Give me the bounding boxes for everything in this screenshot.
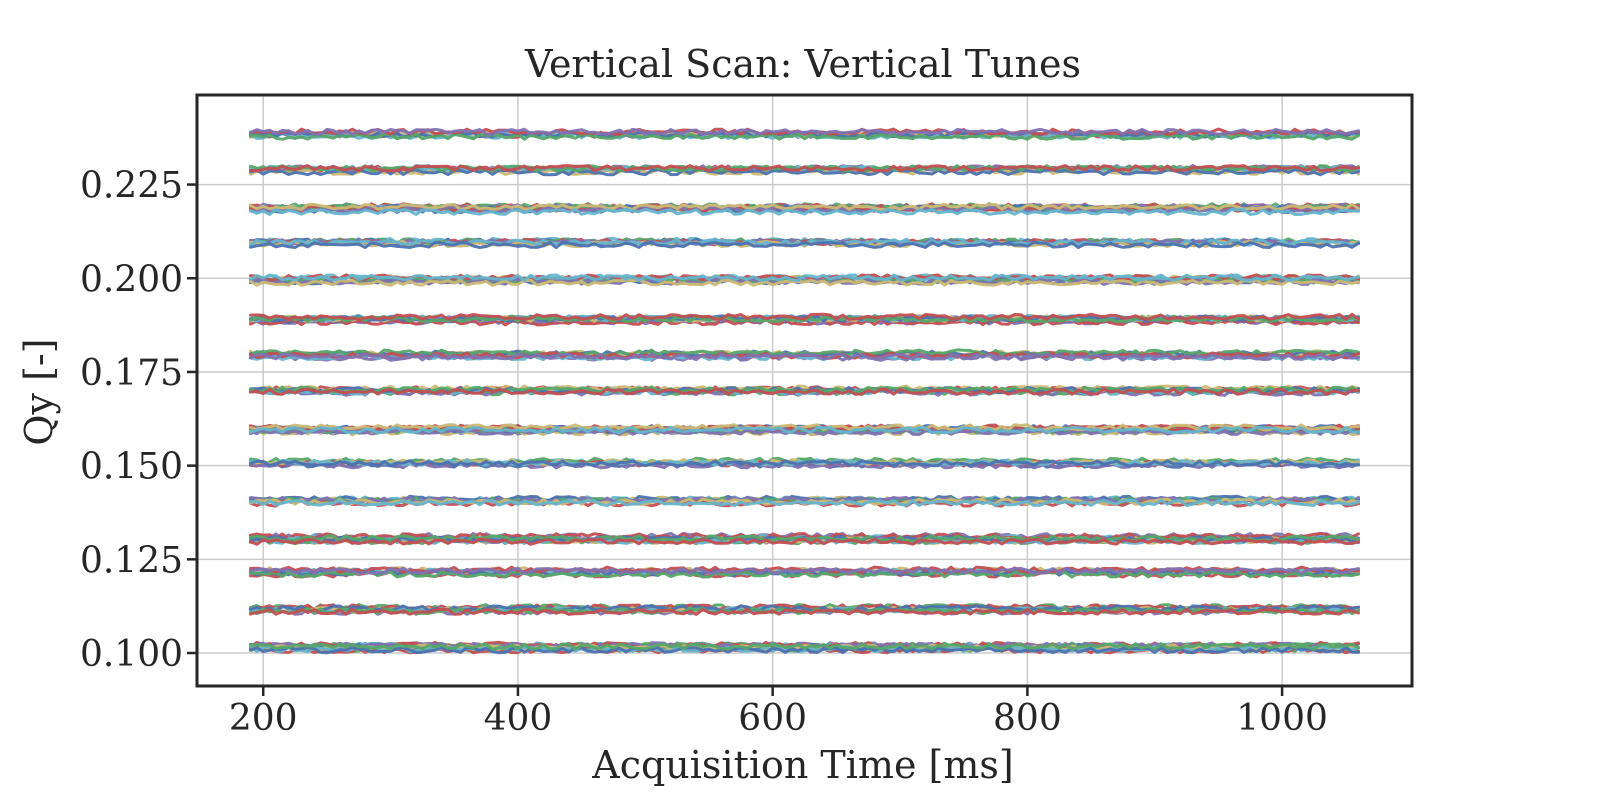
y-tick-label: 0.175: [80, 353, 183, 394]
tune-trace: [249, 127, 1360, 136]
x-tick-label: 800: [993, 698, 1062, 739]
x-axis-ticks: 200 400 600 800 1000: [229, 686, 1328, 739]
tune-trace: [249, 207, 1360, 216]
tune-trace: [249, 202, 1360, 211]
y-tick-label: 0.100: [80, 634, 183, 675]
tune-trace: [249, 495, 1360, 504]
tune-trace: [249, 353, 1360, 362]
tune-trace: [249, 498, 1360, 507]
tune-trace: [249, 456, 1360, 465]
x-tick-label: 600: [738, 698, 807, 739]
y-axis-ticks: 0.100 0.125 0.150 0.175 0.200 0.225: [80, 166, 197, 675]
tune-trace: [249, 164, 1360, 173]
y-tick-label: 0.125: [80, 540, 183, 581]
tune-trace: [249, 273, 1360, 282]
tune-trace: [249, 459, 1360, 468]
tune-trace: [249, 425, 1360, 435]
tune-trace: [249, 132, 1360, 141]
y-tick-label: 0.150: [80, 447, 183, 488]
tune-trace: [249, 240, 1360, 250]
y-axis-label: Qy [-]: [17, 338, 61, 445]
tune-trace: [249, 312, 1360, 321]
y-tick-label: 0.225: [80, 166, 183, 207]
tune-trace: [249, 537, 1360, 546]
tune-traces: [249, 127, 1360, 655]
tune-trace: [249, 164, 1360, 173]
tune-trace: [249, 278, 1360, 287]
tune-trace: [249, 387, 1360, 396]
tune-trace: [249, 566, 1360, 575]
plot-frame: [195, 93, 1414, 688]
y-tick-label: 0.200: [80, 259, 183, 300]
x-axis-label: Acquisition Time [ms]: [591, 743, 1013, 787]
tune-trace: [249, 352, 1360, 361]
x-tick-label: 200: [229, 698, 298, 739]
tune-trace: [249, 607, 1360, 616]
x-tick-label: 400: [484, 698, 553, 739]
x-tick-label: 1000: [1236, 698, 1328, 739]
tune-trace: [249, 642, 1360, 651]
chart-title: Vertical Scan: Vertical Tunes: [524, 42, 1081, 86]
